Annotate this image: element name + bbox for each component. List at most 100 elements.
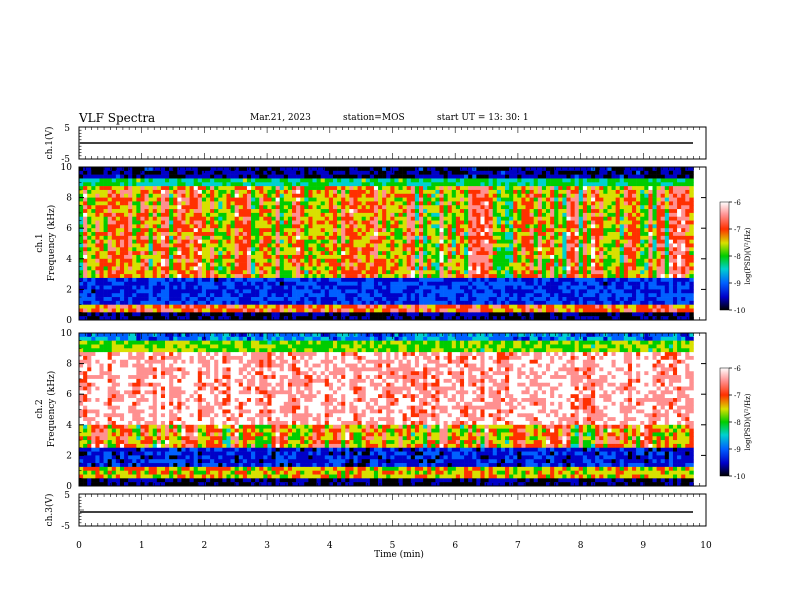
spectrogram-cell — [603, 270, 608, 275]
spectrogram-cell — [230, 167, 235, 172]
spectrogram-cell — [263, 232, 268, 237]
spectrogram-cell — [451, 281, 457, 286]
spectrogram-cell — [394, 239, 399, 244]
spectrogram-cell — [316, 205, 321, 210]
spectrogram-cell — [668, 228, 674, 233]
spectrogram-cell — [242, 254, 248, 260]
spectrogram-cell — [677, 243, 682, 248]
spectrogram-cell — [140, 254, 145, 260]
spectrogram-cell — [373, 285, 379, 290]
spectrogram-cell — [386, 209, 391, 214]
spectrogram-cell — [218, 277, 223, 283]
spectrogram-cell — [640, 289, 645, 294]
spectrogram-cell — [324, 182, 330, 187]
spectrogram-cell — [332, 274, 338, 279]
spectrogram-cell — [521, 235, 526, 240]
spectrogram-cell — [484, 285, 489, 290]
spectrogram-cell — [464, 170, 469, 175]
spectrogram-cell — [455, 239, 461, 244]
spectrogram-cell — [656, 209, 661, 214]
spectrogram-cell — [472, 258, 477, 263]
spectrogram-cell — [238, 251, 244, 256]
spectrogram-cell — [173, 243, 178, 248]
spectrogram-cell — [332, 167, 338, 172]
spectrogram-cell — [394, 254, 399, 260]
spectrogram-cell — [648, 285, 653, 290]
spectrogram-cell — [476, 281, 481, 286]
spectrogram-cell — [390, 228, 395, 233]
spectrogram-cell — [382, 209, 387, 214]
spectrogram-cell — [582, 170, 588, 175]
spectrogram-cell — [595, 262, 600, 267]
spectrogram-cell — [685, 228, 690, 233]
spectrogram-cell — [267, 258, 272, 263]
spectrogram-cell — [492, 232, 498, 237]
spectrogram-cell — [173, 293, 178, 298]
spectrogram-cell — [578, 174, 584, 179]
spectrogram-cell — [197, 182, 203, 187]
spectrogram-cell — [427, 285, 432, 290]
spectrogram-cell — [83, 201, 88, 206]
spectrogram-cell — [398, 239, 403, 244]
spectrogram-cell — [316, 258, 321, 263]
spectrogram-cell — [394, 186, 399, 191]
spectrogram-cell — [132, 212, 137, 218]
spectrogram-cell — [537, 186, 543, 191]
spectrogram-cell — [136, 254, 141, 260]
spectrogram-cell — [263, 216, 268, 221]
spectrogram-cell — [607, 251, 612, 256]
spectrogram-cell — [304, 251, 309, 256]
spectrogram-cell — [517, 201, 522, 206]
spectrogram-cell — [226, 243, 231, 248]
spectrogram-cell — [365, 170, 371, 175]
spectrogram-cell — [119, 174, 125, 179]
spectrogram-cell — [115, 189, 121, 195]
spectrogram-cell — [394, 289, 399, 294]
spectrogram-cell — [382, 189, 387, 195]
spectrogram-cell — [214, 274, 219, 279]
spectrogram-cell — [545, 189, 551, 195]
spectrogram-cell — [111, 247, 117, 252]
spectrogram-cell — [623, 258, 629, 263]
spectrogram-cell — [332, 258, 338, 263]
spectrogram-cell — [160, 270, 166, 275]
spectrogram-cell — [324, 251, 330, 256]
spectrogram-cell — [533, 170, 539, 175]
spectrogram-cell — [672, 220, 678, 225]
spectrogram-cell — [91, 216, 96, 221]
spectrogram-cell — [517, 266, 522, 271]
spectrogram-cell — [484, 197, 489, 202]
spectrogram-cell — [681, 254, 686, 260]
spectrogram-cell — [640, 186, 645, 191]
spectrogram-cell — [263, 201, 268, 206]
spectrogram-cell — [496, 281, 502, 286]
spectrogram-cell — [111, 281, 117, 286]
spectrogram-cell — [627, 270, 633, 275]
spectrogram-cell — [554, 247, 559, 252]
spectrogram-cell — [468, 289, 473, 294]
spectrogram-cell — [656, 178, 661, 183]
spectrogram-cell — [308, 239, 313, 244]
spectrogram-cell — [459, 186, 465, 191]
spectrogram-cell — [566, 232, 571, 237]
spectrogram-cell — [599, 205, 604, 210]
spectrogram-cell — [165, 178, 170, 183]
spectrogram-cell — [517, 174, 522, 179]
spectrogram-cell — [361, 189, 367, 195]
spectrogram-cell — [181, 247, 186, 252]
spectrogram-cell — [480, 274, 485, 279]
spectrogram-cell — [541, 174, 547, 179]
spectrogram-cell — [468, 266, 473, 271]
spectrogram-cell — [410, 182, 416, 187]
spectrogram-cell — [423, 251, 428, 256]
spectrogram-cell — [648, 170, 653, 175]
spectrogram-cell — [320, 205, 326, 210]
spectrogram-cell — [300, 266, 305, 271]
spectrogram-cell — [689, 224, 694, 229]
spectrogram-cell — [423, 186, 428, 191]
spectrogram-cell — [304, 182, 309, 187]
spectrogram-cell — [668, 197, 674, 202]
spectrogram-cell — [205, 274, 211, 279]
spectrogram-cell — [447, 220, 453, 225]
spectrogram-cell — [533, 254, 539, 260]
